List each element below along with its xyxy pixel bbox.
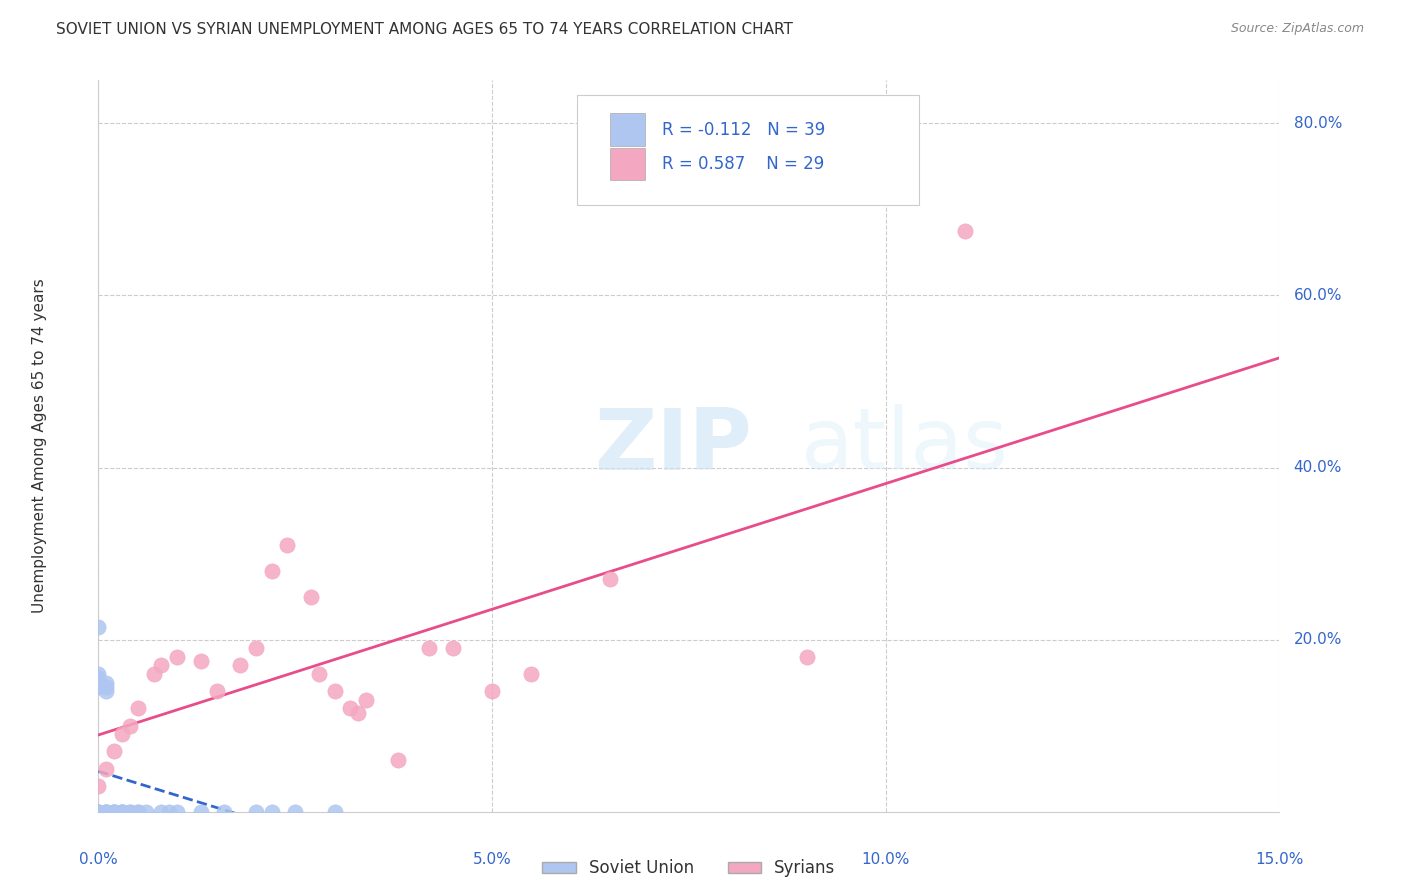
Point [205, 684, 228, 698]
Point [308, 667, 330, 681]
Point [87, 675, 110, 690]
Legend: Soviet Union, Syrians: Soviet Union, Syrians [536, 853, 842, 884]
Point [96, 684, 118, 698]
Point [111, 805, 134, 819]
Point [953, 224, 976, 238]
Point [87, 805, 110, 819]
Point [96, 805, 118, 819]
Point [142, 667, 165, 681]
Point [103, 805, 125, 819]
Point [520, 667, 543, 681]
Point [323, 805, 346, 819]
Point [347, 706, 370, 720]
Point [87, 671, 110, 685]
Point [323, 684, 346, 698]
Point [245, 805, 267, 819]
Text: 60.0%: 60.0% [1294, 288, 1343, 303]
Point [96, 805, 118, 819]
Point [166, 649, 188, 664]
Text: R = 0.587    N = 29: R = 0.587 N = 29 [662, 155, 824, 173]
Point [87, 805, 110, 819]
Point [166, 805, 188, 819]
Point [96, 805, 118, 819]
Text: ZIP: ZIP [595, 404, 752, 488]
Point [190, 654, 212, 668]
Point [157, 805, 180, 819]
Point [96, 762, 118, 776]
Point [111, 805, 134, 819]
Point [103, 744, 125, 758]
Point [87, 805, 110, 819]
Point [796, 649, 818, 664]
FancyBboxPatch shape [610, 147, 645, 180]
Point [150, 658, 173, 673]
Text: 40.0%: 40.0% [1294, 460, 1341, 475]
Text: 5.0%: 5.0% [472, 852, 512, 867]
Point [118, 805, 141, 819]
Point [87, 620, 110, 634]
Text: SOVIET UNION VS SYRIAN UNEMPLOYMENT AMONG AGES 65 TO 74 YEARS CORRELATION CHART: SOVIET UNION VS SYRIAN UNEMPLOYMENT AMON… [56, 22, 793, 37]
Point [111, 805, 134, 819]
Point [87, 805, 110, 819]
Point [190, 805, 212, 819]
Text: 0.0%: 0.0% [79, 852, 118, 867]
Text: Source: ZipAtlas.com: Source: ZipAtlas.com [1230, 22, 1364, 36]
Point [418, 641, 440, 656]
Point [299, 590, 322, 604]
Point [103, 805, 125, 819]
Point [87, 667, 110, 681]
Point [260, 564, 283, 578]
Point [103, 805, 125, 819]
Point [111, 805, 134, 819]
Point [127, 805, 149, 819]
Point [214, 805, 236, 819]
Point [96, 680, 118, 694]
Text: 20.0%: 20.0% [1294, 632, 1341, 647]
Text: R = -0.112   N = 39: R = -0.112 N = 39 [662, 121, 825, 139]
FancyBboxPatch shape [576, 95, 920, 204]
Point [135, 805, 157, 819]
FancyBboxPatch shape [610, 113, 645, 146]
Point [276, 538, 298, 552]
Point [87, 779, 110, 793]
Point [127, 701, 149, 715]
Text: 80.0%: 80.0% [1294, 116, 1341, 131]
Point [96, 805, 118, 819]
Point [103, 805, 125, 819]
Point [118, 719, 141, 733]
Point [354, 693, 377, 707]
Point [284, 805, 307, 819]
Point [87, 680, 110, 694]
Point [339, 701, 361, 715]
Point [260, 805, 283, 819]
Point [229, 658, 252, 673]
Point [87, 805, 110, 819]
Text: 15.0%: 15.0% [1256, 852, 1303, 867]
Point [481, 684, 503, 698]
Point [599, 573, 621, 587]
Text: 10.0%: 10.0% [862, 852, 910, 867]
Point [111, 727, 134, 741]
Text: Unemployment Among Ages 65 to 74 years: Unemployment Among Ages 65 to 74 years [32, 278, 46, 614]
Point [127, 805, 149, 819]
Point [245, 641, 267, 656]
Point [118, 805, 141, 819]
Point [96, 675, 118, 690]
Point [150, 805, 173, 819]
Text: atlas: atlas [801, 404, 1010, 488]
Point [441, 641, 464, 656]
Point [387, 753, 409, 767]
